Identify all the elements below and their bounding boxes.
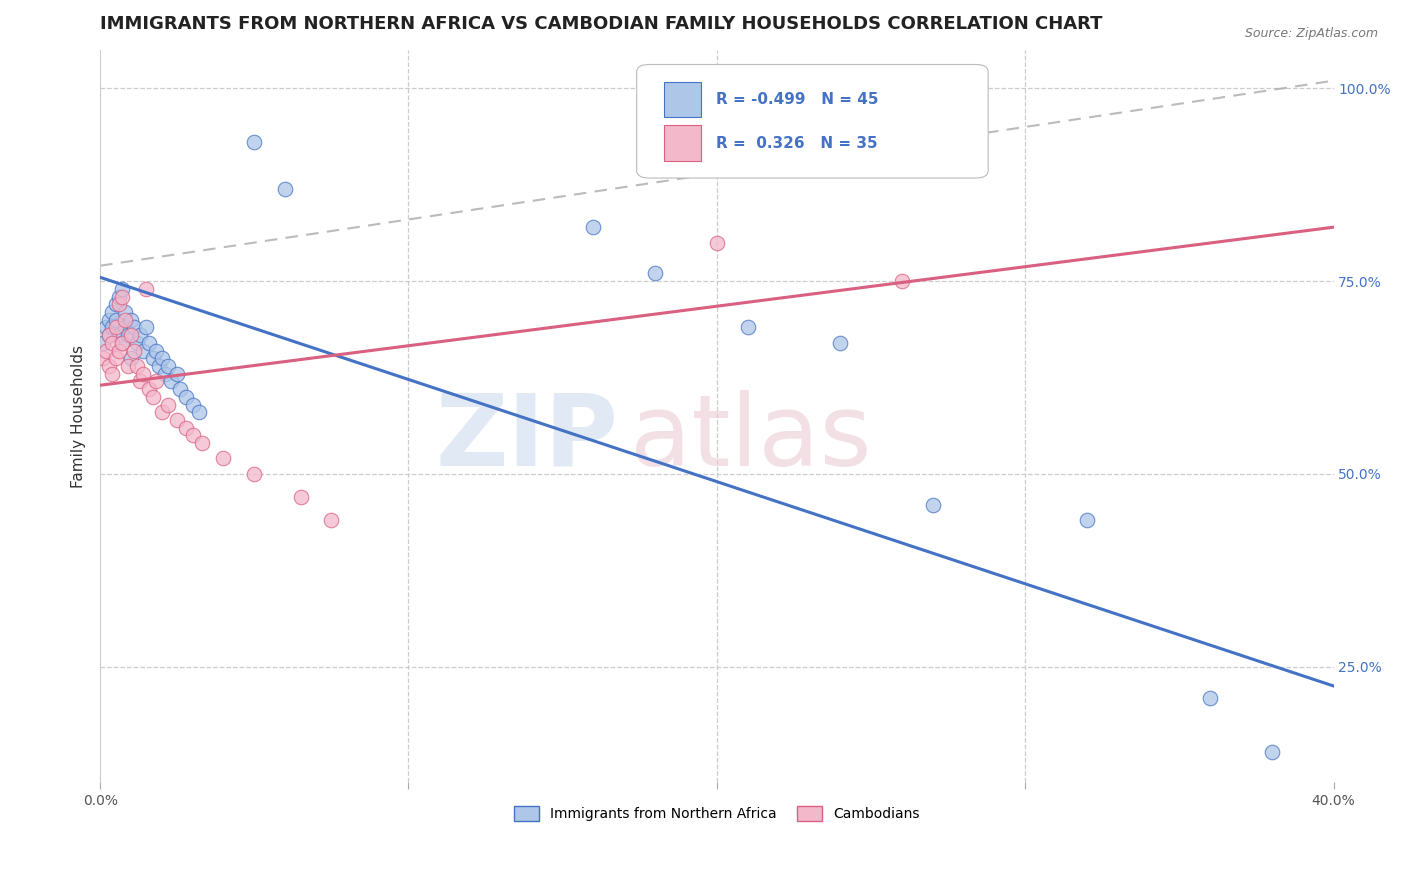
Point bbox=[135, 320, 157, 334]
Bar bbox=[664, 82, 700, 117]
Point bbox=[1199, 690, 1222, 705]
Point bbox=[111, 335, 134, 350]
Point bbox=[243, 467, 266, 481]
Point bbox=[1076, 513, 1098, 527]
Point bbox=[98, 328, 121, 343]
Point bbox=[176, 390, 198, 404]
Point bbox=[921, 498, 943, 512]
Point bbox=[166, 367, 188, 381]
Point bbox=[212, 451, 235, 466]
Point bbox=[117, 328, 139, 343]
Point bbox=[132, 367, 155, 381]
Point bbox=[98, 312, 121, 326]
Point bbox=[117, 359, 139, 373]
Point bbox=[132, 343, 155, 358]
Text: R =  0.326   N = 35: R = 0.326 N = 35 bbox=[716, 136, 877, 151]
Text: Source: ZipAtlas.com: Source: ZipAtlas.com bbox=[1244, 27, 1378, 40]
Point bbox=[122, 343, 145, 358]
Point bbox=[101, 305, 124, 319]
Point bbox=[138, 335, 160, 350]
Point bbox=[107, 289, 129, 303]
Point bbox=[98, 359, 121, 373]
Point bbox=[101, 320, 124, 334]
Point bbox=[104, 312, 127, 326]
Point bbox=[187, 405, 209, 419]
Point bbox=[274, 181, 297, 195]
Point bbox=[96, 320, 118, 334]
Point bbox=[91, 351, 114, 366]
Point bbox=[96, 343, 118, 358]
Point bbox=[120, 328, 142, 343]
Point bbox=[107, 328, 129, 343]
Point bbox=[98, 328, 121, 343]
FancyBboxPatch shape bbox=[637, 64, 988, 178]
Point bbox=[111, 335, 134, 350]
Point bbox=[145, 375, 167, 389]
Point bbox=[150, 351, 173, 366]
Y-axis label: Family Households: Family Households bbox=[72, 344, 86, 488]
Point bbox=[138, 382, 160, 396]
Point bbox=[129, 328, 152, 343]
Point bbox=[166, 413, 188, 427]
Point bbox=[114, 320, 136, 334]
Point bbox=[243, 136, 266, 150]
Point bbox=[145, 343, 167, 358]
Point bbox=[141, 390, 163, 404]
Point bbox=[156, 359, 179, 373]
Point bbox=[104, 351, 127, 366]
Text: R = -0.499   N = 45: R = -0.499 N = 45 bbox=[716, 92, 879, 107]
Bar bbox=[664, 126, 700, 161]
Point bbox=[181, 398, 204, 412]
Point bbox=[104, 297, 127, 311]
Point bbox=[114, 312, 136, 326]
Point bbox=[160, 375, 183, 389]
Point bbox=[127, 359, 149, 373]
Point bbox=[582, 220, 605, 235]
Text: atlas: atlas bbox=[630, 390, 872, 486]
Point bbox=[191, 436, 214, 450]
Legend: Immigrants from Northern Africa, Cambodians: Immigrants from Northern Africa, Cambodi… bbox=[508, 801, 925, 827]
Point bbox=[321, 513, 343, 527]
Text: ZIP: ZIP bbox=[436, 390, 619, 486]
Point bbox=[107, 343, 129, 358]
Point bbox=[706, 235, 728, 250]
Point bbox=[176, 420, 198, 434]
Point bbox=[114, 305, 136, 319]
Point bbox=[169, 382, 191, 396]
Point bbox=[104, 320, 127, 334]
Point bbox=[290, 490, 312, 504]
Point bbox=[122, 320, 145, 334]
Point bbox=[150, 405, 173, 419]
Point bbox=[129, 375, 152, 389]
Text: IMMIGRANTS FROM NORTHERN AFRICA VS CAMBODIAN FAMILY HOUSEHOLDS CORRELATION CHART: IMMIGRANTS FROM NORTHERN AFRICA VS CAMBO… bbox=[100, 15, 1102, 33]
Point bbox=[111, 282, 134, 296]
Point bbox=[156, 398, 179, 412]
Point bbox=[120, 312, 142, 326]
Point bbox=[1261, 744, 1284, 758]
Point bbox=[120, 351, 142, 366]
Point bbox=[107, 297, 129, 311]
Point bbox=[890, 274, 912, 288]
Point bbox=[153, 367, 176, 381]
Point bbox=[135, 282, 157, 296]
Point bbox=[127, 335, 149, 350]
Point bbox=[181, 428, 204, 442]
Point bbox=[141, 351, 163, 366]
Point bbox=[644, 267, 666, 281]
Point bbox=[737, 320, 759, 334]
Point bbox=[101, 335, 124, 350]
Point bbox=[111, 289, 134, 303]
Point bbox=[91, 335, 114, 350]
Point bbox=[830, 335, 852, 350]
Point bbox=[148, 359, 170, 373]
Point bbox=[101, 367, 124, 381]
